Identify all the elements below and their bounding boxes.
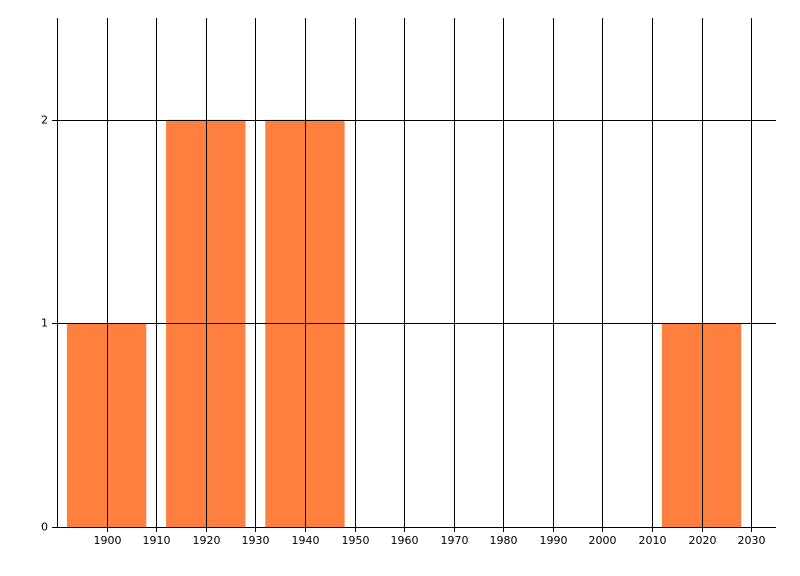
bar	[661, 323, 742, 527]
x-tick-label: 1990	[540, 534, 568, 547]
x-tick-label: 1930	[242, 534, 270, 547]
y-tick-label: 2	[41, 114, 48, 127]
x-tick-label: 1950	[342, 534, 370, 547]
bar	[66, 323, 147, 527]
x-tick-label: 1910	[143, 534, 171, 547]
x-tick-label: 2000	[589, 534, 617, 547]
x-tick-label: 1960	[391, 534, 419, 547]
x-tick-label: 2030	[738, 534, 766, 547]
x-tick-label: 1980	[490, 534, 518, 547]
x-tick-label: 1940	[292, 534, 320, 547]
y-tick-label: 0	[41, 521, 48, 534]
x-tick-label: 2010	[639, 534, 667, 547]
x-tick-label: 1920	[193, 534, 221, 547]
x-tick-label: 1970	[441, 534, 469, 547]
x-tick-label: 1900	[94, 534, 122, 547]
y-tick-label: 1	[41, 317, 48, 330]
x-tick-label: 2020	[689, 534, 717, 547]
